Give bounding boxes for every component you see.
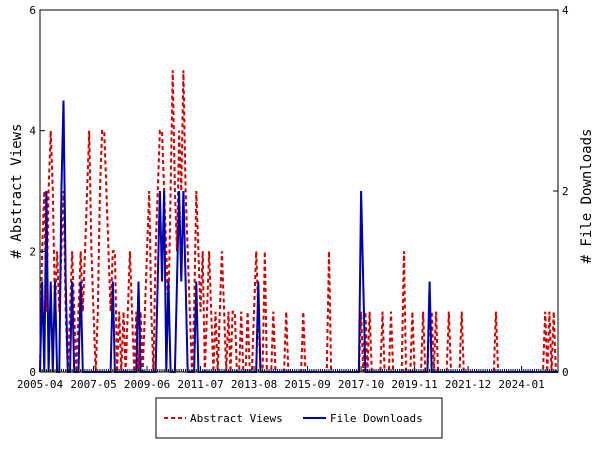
legend: Abstract Views File Downloads	[155, 397, 443, 439]
x-tick-label: 2019-11	[391, 378, 437, 391]
x-axis: 2005-04 2007-05 2009-06 2011-07 2013-08 2015-…	[17, 366, 559, 391]
right-y-tick-label: 0	[562, 366, 569, 379]
series-line-abstract-views	[39, 70, 558, 373]
left-axis-title: # Abstract Views	[9, 124, 25, 259]
legend-label-abstract-views: Abstract Views	[190, 412, 283, 425]
left-y-tick-label: 2	[29, 245, 36, 258]
x-tick-label: 2009-06	[124, 378, 170, 391]
right-axis-title: # File Downloads	[579, 129, 595, 264]
x-tick-label: 2021-12	[445, 378, 491, 391]
x-tick-label: 2024-01	[498, 378, 544, 391]
x-tick-label: 2005-04	[17, 378, 64, 391]
x-tick-label: 2013-08	[231, 378, 277, 391]
x-tick-label: 2015-09	[284, 378, 330, 391]
legend-label-file-downloads: File Downloads	[330, 412, 423, 425]
left-y-tick-label: 0	[29, 366, 36, 379]
left-y-tick-label: 4	[29, 125, 36, 138]
legend-box	[155, 397, 443, 439]
right-y-tick-label: 4	[562, 4, 569, 17]
x-tick-label: 2007-05	[70, 378, 116, 391]
x-tick-label: 2011-07	[177, 378, 223, 391]
x-tick-label: 2017-10	[338, 378, 384, 391]
right-y-tick-label: 2	[562, 185, 569, 198]
left-y-tick-label: 6	[29, 4, 36, 17]
